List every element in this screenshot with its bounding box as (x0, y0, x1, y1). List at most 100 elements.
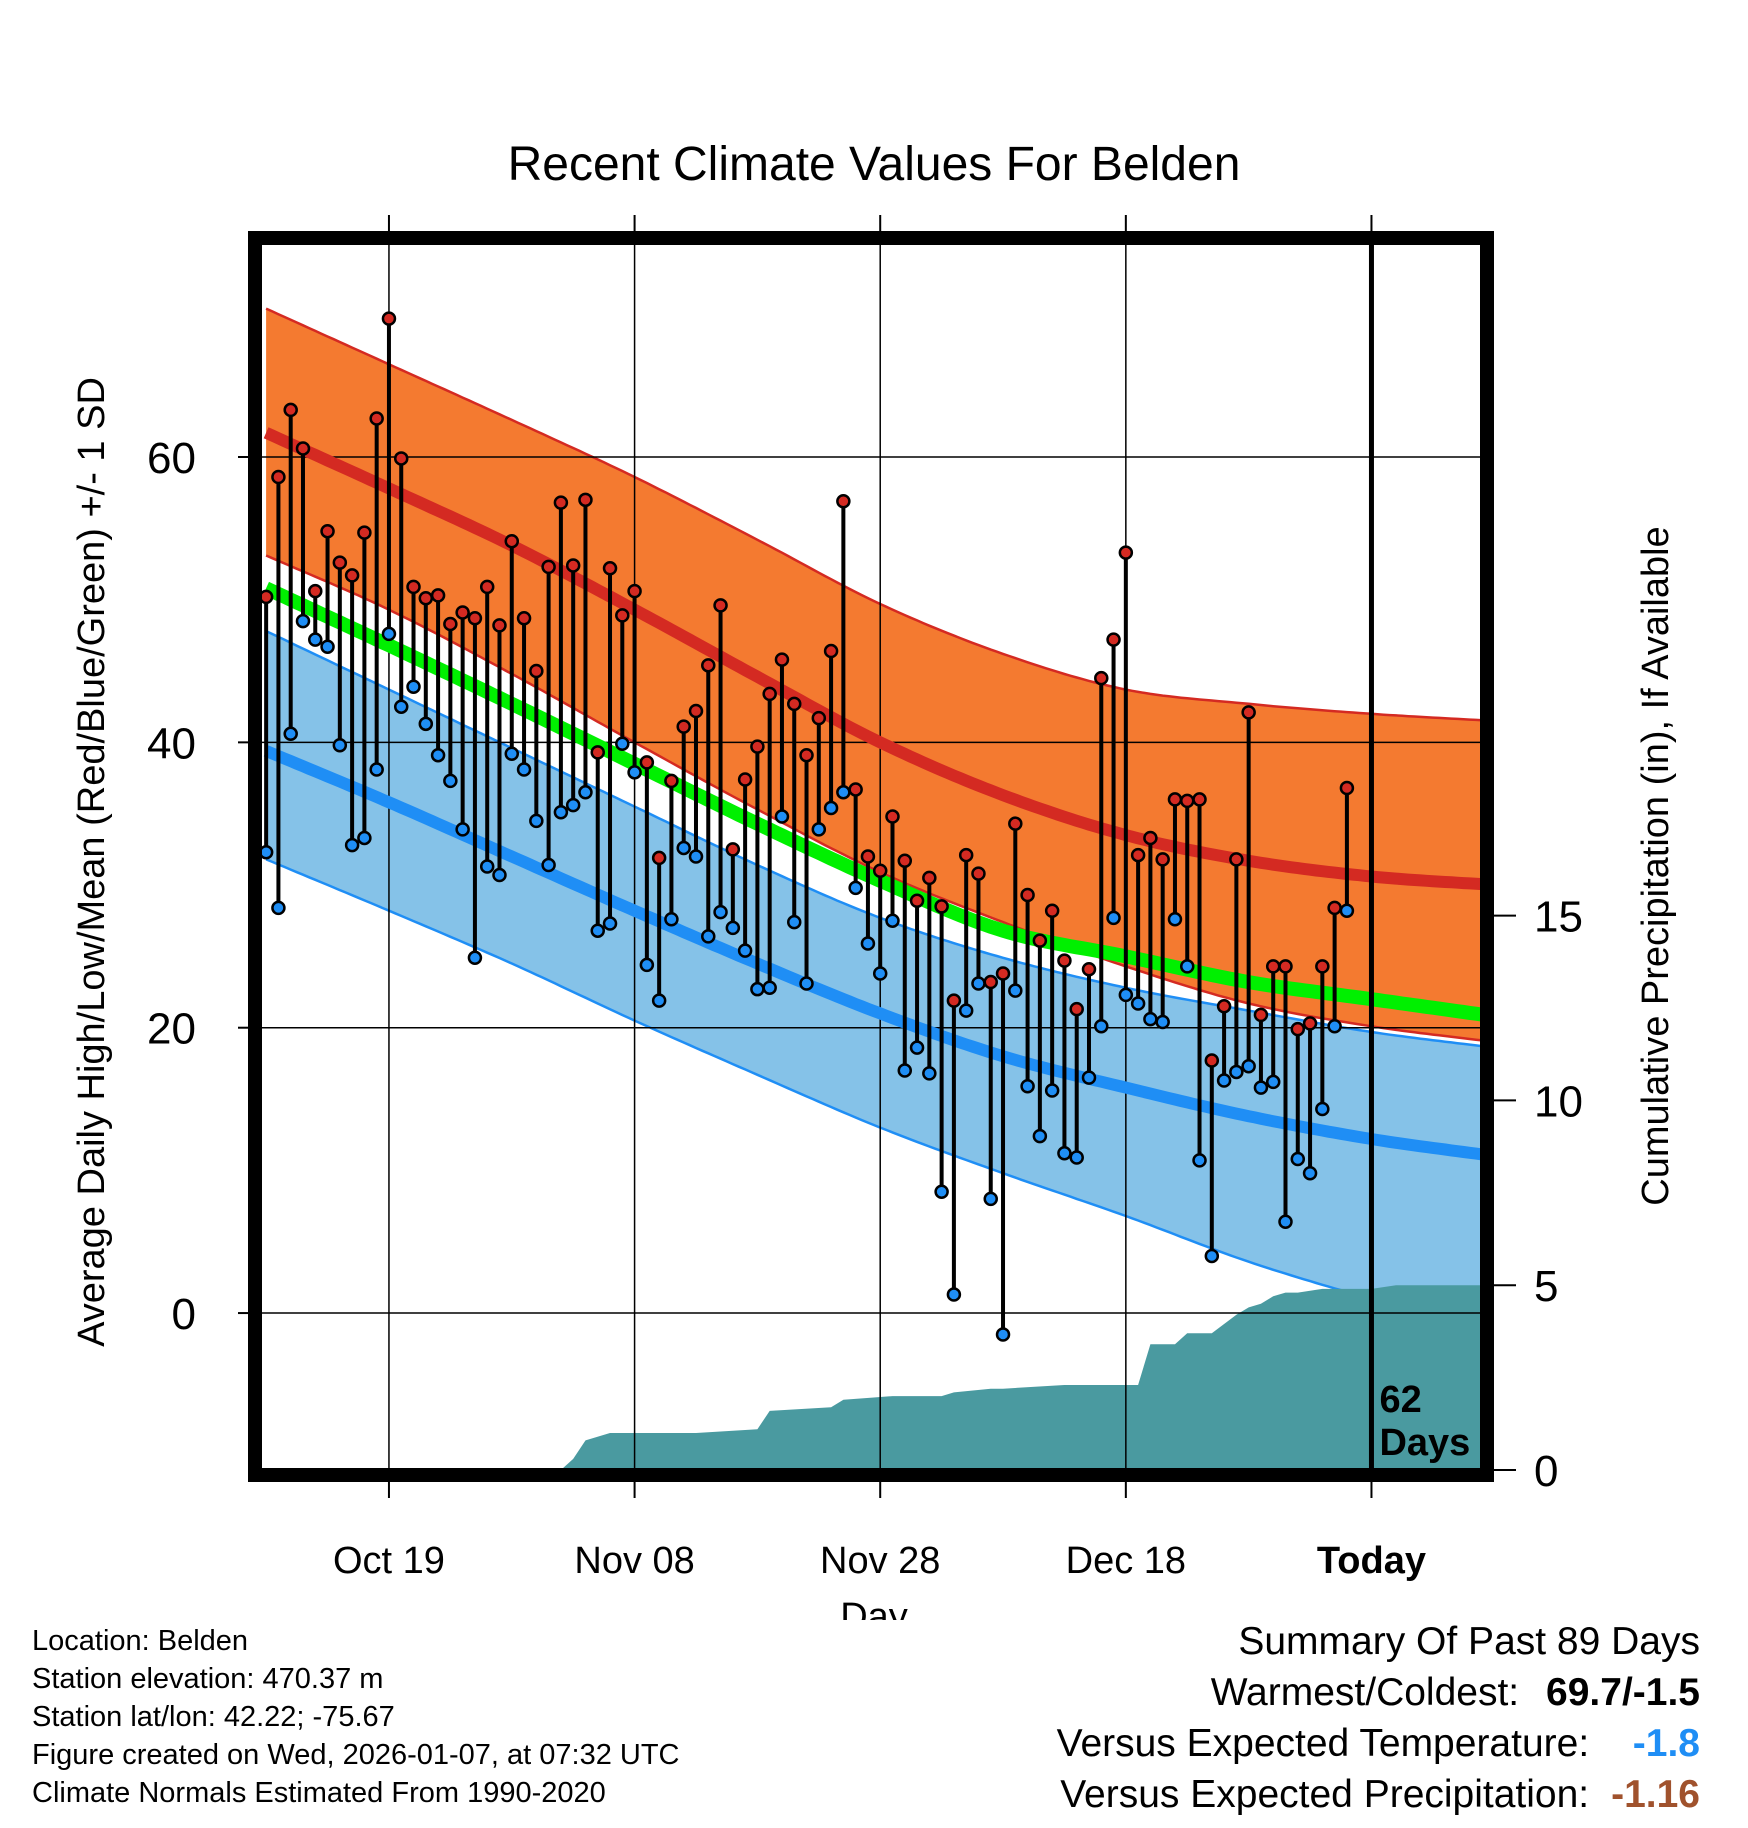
daily-high-point (909, 893, 925, 908)
daily-high-point (1315, 959, 1330, 974)
daily-high-point (529, 663, 544, 679)
plot-frame (248, 231, 1494, 1482)
daily-low-point (516, 762, 532, 777)
daily-high-point (774, 652, 790, 667)
daily-high-point (836, 493, 851, 509)
daily-low-point (1265, 1074, 1281, 1090)
created-text: Figure created on Wed, 2026-01-07, at 07… (32, 1739, 680, 1771)
daily-low-point (983, 1191, 998, 1207)
expected-precipitation-value: -1.16 (1611, 1773, 1700, 1816)
daily-low-point (320, 639, 335, 655)
daily-high-point (823, 643, 839, 659)
daily-high-point (308, 583, 323, 599)
daily-low-point (1106, 910, 1121, 926)
daily-low-point (565, 797, 581, 813)
x-tick-label: Nov 28 (820, 1540, 940, 1582)
daily-low-point (504, 746, 520, 762)
expected-temperature-value: -1.8 (1632, 1722, 1700, 1765)
daily-low-point (922, 1066, 937, 1081)
daily-high-point (1339, 780, 1355, 796)
daily-low-point (1020, 1078, 1035, 1094)
daily-low-point (1278, 1214, 1293, 1229)
daily-low-point (897, 1063, 913, 1078)
daily-low-point (639, 957, 655, 973)
daily-low-point (725, 920, 741, 936)
normal-low-line (263, 745, 1482, 1161)
daily-high-point (516, 610, 532, 626)
daily-low-point (701, 929, 716, 944)
daily-high-point (295, 441, 311, 456)
daily-low-point (1008, 983, 1023, 998)
y2-axis-label: Cumulative Precipitation (in), If Availa… (1635, 526, 1677, 1205)
daily-low-point (393, 699, 409, 714)
normal-high-line (263, 427, 1482, 891)
daily-high-point (578, 492, 593, 508)
daily-low-point (1167, 912, 1183, 927)
normals-text: Climate Normals Estimated From 1990-2020 (32, 1777, 606, 1809)
daily-high-point (332, 555, 348, 570)
summary-panel: Summary Of Past 89 Days Warmest/Coldest:… (1057, 1616, 1700, 1820)
daily-high-point (860, 849, 876, 864)
daily-low-point (1241, 1058, 1256, 1074)
daily-low-point (308, 632, 323, 647)
daily-low-point (1081, 1070, 1097, 1085)
daily-low-point (615, 736, 630, 752)
daily-high-point (1192, 792, 1207, 807)
x-axis-label: Day (840, 1596, 908, 1620)
daily-low-point (958, 1003, 974, 1018)
daily-low-point (332, 737, 348, 753)
daily-high-point (393, 451, 409, 466)
daily-low-point (934, 1184, 949, 1200)
daily-low-point (713, 904, 728, 920)
daily-high-point (1302, 1016, 1318, 1031)
daily-low-point (750, 981, 765, 997)
daily-low-point (1179, 959, 1195, 974)
y-tick-label: 60 (147, 434, 196, 483)
x-tick-label: Oct 19 (333, 1540, 445, 1582)
high-sd-band (266, 308, 1482, 1041)
daily-low-point (971, 976, 986, 991)
daily-low-point (676, 840, 691, 856)
daily-high-point (934, 899, 949, 914)
daily-high-point (1143, 830, 1158, 846)
y-tick-label: 0 (172, 1290, 196, 1339)
daily-high-point (479, 579, 495, 595)
daily-low-point (344, 837, 360, 853)
daily-low-point (467, 950, 483, 966)
daily-high-point (1008, 816, 1023, 831)
daily-high-point (995, 966, 1011, 981)
daily-low-point (811, 822, 827, 837)
daily-high-point (651, 850, 667, 866)
daily-low-point (774, 809, 790, 824)
daily-high-point (344, 568, 360, 583)
daily-high-point (1069, 1001, 1084, 1017)
daily-high-point (897, 853, 913, 869)
expected-precipitation-row: Versus Expected Precipitation: -1.16 (1057, 1769, 1700, 1820)
daily-high-point (615, 608, 630, 623)
expected-temperature-row: Versus Expected Temperature: -1.8 (1057, 1718, 1700, 1769)
daily-low-point (1327, 1019, 1342, 1034)
daily-high-point (946, 993, 962, 1008)
x-tick-label: Today (1317, 1540, 1426, 1582)
plot-content (260, 243, 1482, 1470)
daily-low-point (443, 773, 458, 789)
daily-high-point (1229, 852, 1244, 867)
daily-high-point (1094, 670, 1109, 686)
daily-low-point (295, 613, 311, 629)
x-tick-label: Nov 08 (574, 1540, 694, 1582)
daily-low-point (590, 923, 605, 938)
daily-low-point (406, 679, 421, 694)
daily-high-point (320, 523, 335, 539)
daily-high-point (357, 525, 372, 540)
daily-high-point (676, 719, 691, 734)
daily-high-point (381, 311, 397, 326)
daily-high-point (418, 591, 434, 606)
daily-high-point (1057, 953, 1072, 968)
daily-low-point (271, 900, 286, 916)
daily-low-point (885, 913, 900, 928)
daily-low-point (578, 785, 593, 800)
y2-tick-label: 0 (1534, 1447, 1558, 1496)
daily-low-point (1032, 1128, 1048, 1144)
daily-high-point (1155, 852, 1170, 867)
daily-high-point (467, 610, 483, 626)
